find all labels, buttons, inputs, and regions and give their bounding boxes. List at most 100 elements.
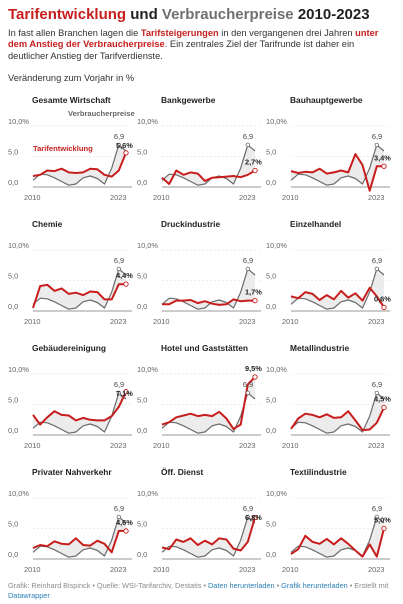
y-tick-label: 0,0 — [137, 550, 147, 559]
panel-5: Einzelhandel 0,0 5,0 10,0% 2010 2023 6,9 0,6% — [266, 213, 396, 331]
x-tick-label: 2010 — [24, 441, 40, 450]
panel-2: Bauhauptgewerbe 0,0 5,0 10,0% 2010 2023 6,9 3,4… — [266, 89, 396, 207]
desc-part-2: Tarifsteigerungen — [140, 28, 219, 38]
gap-area — [162, 376, 255, 434]
gap-area — [33, 391, 126, 434]
panel-title: Gesamte Wirtschaft — [32, 95, 111, 105]
x-tick-label: 2023 — [239, 193, 255, 202]
vpi-line — [32, 268, 127, 310]
y-tick-label: 5,0 — [137, 147, 147, 156]
vpi-peak-label: 6,9 — [114, 256, 124, 265]
y-tick-label: 10,0% — [266, 365, 287, 374]
y-tick-label: 0,0 — [8, 426, 18, 435]
vpi-line — [32, 392, 127, 434]
y-tick-label: 10,0% — [266, 117, 287, 126]
chart-subtitle: Veränderung zum Vorjahr in % — [8, 72, 135, 83]
panel-chart-0: Gesamte Wirtschaft 0,0 5,0 10,0% 2010 2023 6,9… — [8, 95, 135, 202]
y-tick-label: 5,0 — [266, 519, 276, 528]
y-tick-label: 5,0 — [266, 395, 276, 404]
y-tick-label: 5,0 — [8, 519, 18, 528]
y-tick-label: 5,0 — [266, 271, 276, 280]
tarif-line — [290, 152, 384, 192]
y-tick-label: 0,0 — [266, 550, 276, 559]
y-tick-label: 0,0 — [8, 302, 18, 311]
download-data-link[interactable]: Daten herunterladen — [208, 581, 275, 590]
tarif-end-label: 2,7% — [245, 157, 262, 166]
tarif-end-point — [252, 374, 258, 380]
y-tick-label: 0,0 — [266, 426, 276, 435]
y-tick-label: 5,0 — [8, 395, 18, 404]
y-tick-label: 0,0 — [266, 302, 276, 311]
vpi-peak-label: 6,9 — [243, 132, 253, 141]
vpi-line — [161, 516, 256, 558]
tarif-end-label: 5,6% — [116, 141, 133, 150]
tarif-end-point — [123, 281, 129, 287]
tarif-end-point — [252, 514, 258, 521]
x-tick-label: 2023 — [110, 441, 126, 450]
desc-part-1: In fast allen Branchen lagen die — [8, 28, 141, 38]
panel-chart-6: Gebäudereinigung 0,0 5,0 10,0% 2010 2023 6,97,… — [8, 343, 133, 450]
panel-title: Chemie — [32, 219, 63, 229]
x-tick-label: 2010 — [282, 441, 298, 450]
vpi-peak-label: 6,9 — [372, 132, 382, 141]
tarif-end-point — [123, 388, 129, 395]
y-tick-label: 10,0% — [137, 489, 158, 498]
x-tick-label: 2023 — [368, 193, 384, 202]
tarif-end-point — [381, 525, 387, 532]
panel-9: Privater Nahverkehr 0,0 5,0 10,0% 2010 2023 6,… — [8, 461, 138, 579]
x-tick-label: 2010 — [24, 317, 40, 326]
x-tick-label: 2010 — [24, 565, 40, 574]
vpi-peak-point — [116, 390, 122, 396]
panel-chart-5: Einzelhandel 0,0 5,0 10,0% 2010 2023 6,9 0,6% — [266, 219, 391, 326]
x-tick-label: 2023 — [368, 441, 384, 450]
x-tick-label: 2023 — [239, 441, 255, 450]
download-chart-link[interactable]: Grafik herunterladen — [281, 581, 348, 590]
tarif-end-label: 4,5% — [374, 394, 391, 403]
x-tick-label: 2023 — [239, 317, 255, 326]
tarif-line — [32, 283, 126, 309]
vpi-line — [32, 516, 127, 558]
panel-title: Bauhauptgewerbe — [290, 95, 363, 105]
vpi-peak-label: 6,9 — [372, 504, 382, 513]
footer-sep: • — [274, 581, 282, 590]
y-tick-label: 5,0 — [8, 147, 18, 156]
y-tick-label: 5,0 — [8, 271, 18, 280]
vpi-line — [290, 392, 385, 434]
panel-chart-2: Bauhauptgewerbe 0,0 5,0 10,0% 2010 2023 6,9 3,4… — [266, 95, 391, 202]
panel-chart-10: Öff. Dienst 0,0 5,0 10,0% 2010 2023 6,96,8% — [137, 467, 262, 574]
panel-title: Privater Nahverkehr — [32, 467, 112, 477]
tarif-end-label: 3,4% — [374, 153, 391, 162]
tarif-end-label: 1,7% — [245, 288, 262, 297]
tarif-end-point — [381, 304, 387, 310]
vpi-peak-point — [245, 142, 251, 148]
vpi-peak-label: 6,9 — [243, 504, 253, 513]
footer-created: • Erstellt mit — [347, 581, 389, 590]
y-tick-label: 5,0 — [137, 271, 147, 280]
y-tick-label: 0,0 — [137, 302, 147, 311]
tarif-end-point — [381, 163, 387, 169]
panel-chart-11: Textilindustrie 0,0 5,0 10,0% 2010 2023 6,9 5,0… — [266, 467, 391, 574]
x-tick-label: 2010 — [282, 193, 298, 202]
tarif-end-label: 6,8% — [245, 513, 262, 522]
panel-chart-4: Druckindustrie 0,0 5,0 10,0% 2010 2023 6,9 1,7% — [137, 219, 262, 326]
panel-8: Metallindustrie 0,0 5,0 10,0% 2010 2023 6,9 4,5… — [266, 337, 396, 455]
x-tick-label: 2010 — [153, 317, 169, 326]
panel-chart-9: Privater Nahverkehr 0,0 5,0 10,0% 2010 2023 6,… — [8, 467, 133, 574]
desc-part-5: . Ein zentrales Ziel der Tarifrunde ist … — [8, 39, 355, 61]
datawrapper-link[interactable]: Datawrapper — [8, 590, 50, 600]
vpi-peak-label: 6,9 — [243, 256, 253, 265]
panel-title: Hotel und Gaststätten — [161, 343, 248, 353]
panel-3: Chemie 0,0 5,0 10,0% 2010 2023 6,9 4,4% — [8, 213, 138, 331]
y-tick-label: 5,0 — [266, 147, 276, 156]
y-tick-label: 10,0% — [137, 117, 158, 126]
desc-part-4: unter dem Anstieg der Verbraucherpreise — [8, 28, 379, 50]
vpi-line — [290, 268, 385, 310]
tarif-end-point — [123, 528, 129, 534]
title-years: 2010-2023 — [293, 6, 370, 23]
panel-title: Öff. Dienst — [161, 467, 204, 477]
vpi-line — [161, 268, 256, 310]
desc-part-3: in den vergangenen drei Jahren — [218, 28, 356, 38]
tarif-line — [290, 528, 385, 558]
vpi-peak-point — [116, 266, 122, 272]
gap-area — [33, 268, 126, 310]
